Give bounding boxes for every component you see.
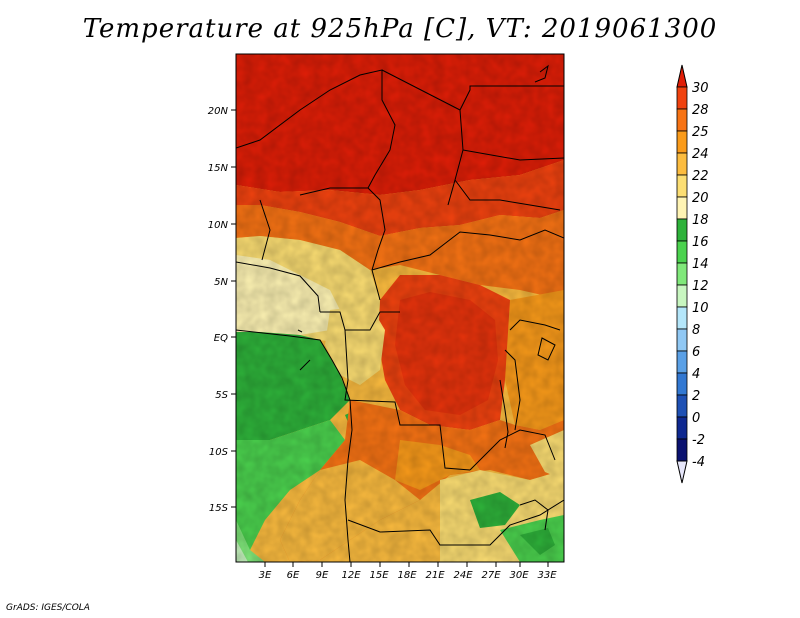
colorbar-swatch	[676, 240, 688, 264]
colorbar-label: 2	[692, 389, 700, 404]
colorbar-label: 14	[692, 257, 709, 272]
lat-label-5s: 5S	[215, 390, 228, 401]
colorbar-label: 30	[692, 81, 709, 96]
lon-label-21e: 21E	[425, 570, 445, 581]
lat-label-15n: 15N	[208, 163, 229, 174]
colorbar-label: 4	[692, 367, 700, 382]
lon-label-24e: 24E	[453, 570, 473, 581]
lat-label-eq: EQ	[214, 333, 228, 344]
lat-label-10s: 10S	[209, 447, 229, 458]
colorbar-label: 22	[692, 169, 709, 184]
lon-label-6e: 6E	[287, 570, 300, 581]
colorbar-swatch	[676, 328, 688, 352]
colorbar-label: 28	[692, 103, 709, 118]
temperature-field	[236, 54, 564, 562]
lon-label-27e: 27E	[481, 570, 501, 581]
colorbar-swatch	[676, 130, 688, 154]
credit-label: GrADS: IGES/COLA	[6, 603, 90, 613]
plot-frame	[235, 53, 565, 563]
colorbar-swatch	[676, 350, 688, 374]
colorbar-label: 16	[692, 235, 709, 250]
colorbar-label: 25	[692, 125, 709, 140]
colorbar-label: 12	[692, 279, 709, 294]
colorbar-swatch	[676, 108, 688, 132]
lat-label-15s: 15S	[209, 503, 229, 514]
longitude-axis: 3E 6E 9E 12E 15E 18E 21E 24E 27E 30E 33E	[259, 562, 557, 581]
colorbar-label: 20	[692, 191, 709, 206]
lon-label-33e: 33E	[537, 570, 557, 581]
colorbar-swatch	[676, 218, 688, 242]
colorbar-swatch	[676, 416, 688, 440]
colorbar-label: 8	[692, 323, 700, 338]
colorbar-label: 0	[692, 411, 700, 426]
colorbar-swatch	[676, 438, 688, 462]
lat-label-20n: 20N	[208, 106, 229, 117]
colorbar-swatch	[676, 372, 688, 396]
lat-label-5n: 5N	[214, 277, 228, 288]
lon-label-9e: 9E	[316, 570, 329, 581]
colorbar-swatch	[676, 262, 688, 286]
colorbar-swatch	[676, 196, 688, 220]
colorbar-swatch	[676, 284, 688, 308]
lon-label-15e: 15E	[369, 570, 389, 581]
lon-label-18e: 18E	[397, 570, 417, 581]
lat-label-10n: 10N	[208, 220, 229, 231]
lon-label-12e: 12E	[341, 570, 361, 581]
lon-label-3e: 3E	[259, 570, 272, 581]
colorbar-label: 24	[692, 147, 709, 162]
country-borders	[236, 64, 564, 562]
colorbar-label: 6	[692, 345, 700, 360]
colorbar-swatch	[676, 152, 688, 176]
colorbar-label: -2	[692, 433, 705, 448]
colorbar-swatch	[676, 306, 688, 330]
colorbar-swatch	[676, 394, 688, 418]
colorbar-swatch	[676, 174, 688, 198]
colorbar-bottom-arrow	[676, 460, 688, 484]
lon-label-30e: 30E	[509, 570, 529, 581]
map-title: Temperature at 925hPa [C], VT: 201906130…	[82, 14, 718, 44]
colorbar-top-arrow	[676, 64, 688, 88]
colorbar-label: -4	[692, 455, 705, 470]
latitude-axis: 20N 15N 10N 5N EQ 5S 10S 15S	[208, 106, 236, 514]
colorbar-label: 10	[692, 301, 709, 316]
colorbar-swatch	[676, 86, 688, 110]
colorbar-label: 18	[692, 213, 709, 228]
